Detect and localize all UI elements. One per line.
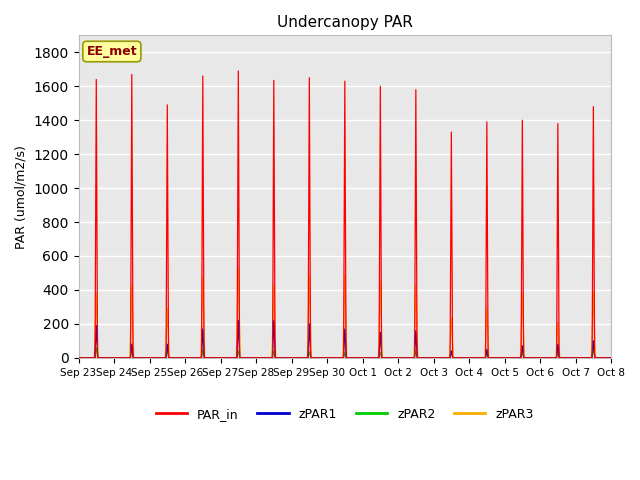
Text: EE_met: EE_met xyxy=(86,45,137,58)
Title: Undercanopy PAR: Undercanopy PAR xyxy=(277,15,413,30)
Y-axis label: PAR (umol/m2/s): PAR (umol/m2/s) xyxy=(15,144,28,249)
Legend: PAR_in, zPAR1, zPAR2, zPAR3: PAR_in, zPAR1, zPAR2, zPAR3 xyxy=(151,403,539,426)
